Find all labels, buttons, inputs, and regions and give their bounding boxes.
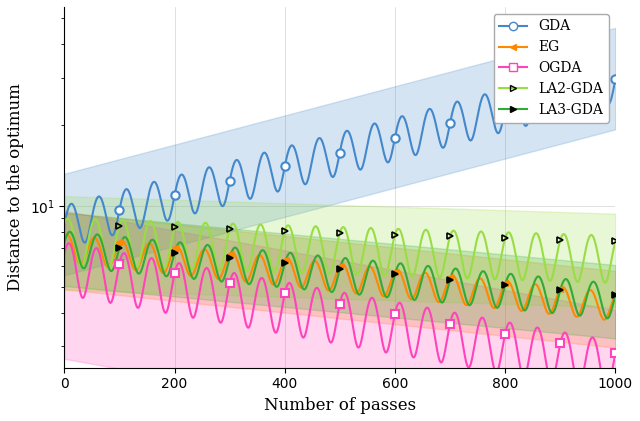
- Legend: GDA, EG, OGDA, LA2-GDA, LA3-GDA: GDA, EG, OGDA, LA2-GDA, LA3-GDA: [493, 14, 609, 123]
- X-axis label: Number of passes: Number of passes: [264, 397, 416, 414]
- Y-axis label: Distance to the optimum: Distance to the optimum: [7, 83, 24, 291]
